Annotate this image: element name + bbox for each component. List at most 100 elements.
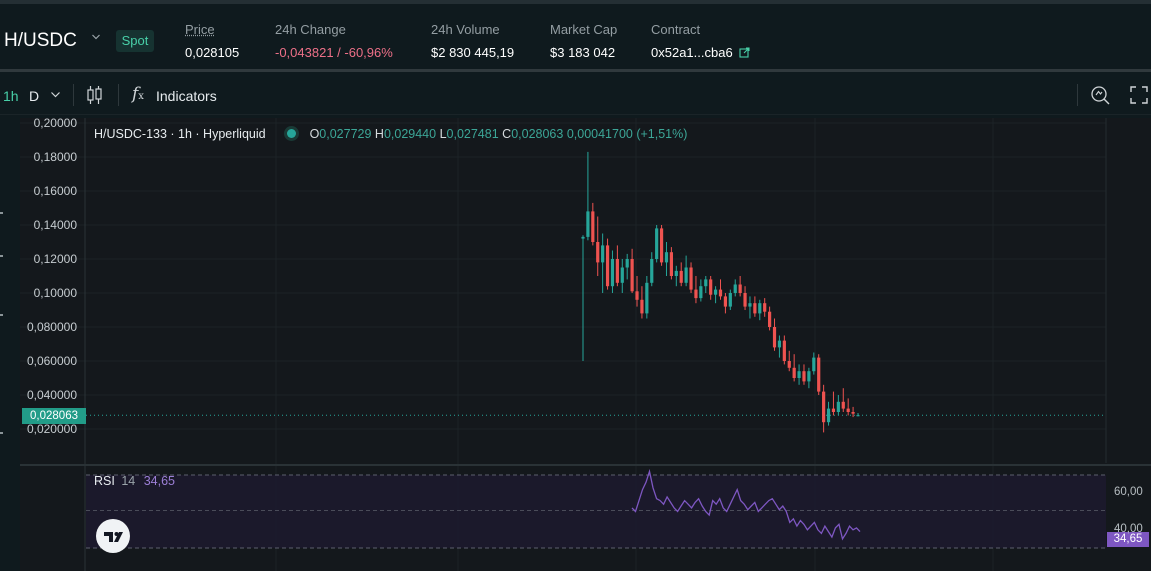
fullscreen-icon[interactable] [1130,86,1148,104]
candle-body [758,303,762,314]
market-header: H/USDC Spot Price 0,028105 24h Change -0… [0,0,1151,72]
candle-body [650,259,654,283]
range-d-button[interactable]: D [29,88,40,104]
stat-value: -0,043821 / -60,96% [275,45,393,60]
low-value: 0,027481 [446,127,499,141]
change-value: 0,00041700 (+1,51%) [566,127,688,141]
candle-body [581,236,585,239]
y-tick-label: 0,080000 [27,320,77,334]
tradingview-logo[interactable] [96,519,130,553]
rsi-current-label: 34,65 [1107,532,1149,547]
rsi-label[interactable]: RSI [94,474,115,488]
candle-body [704,279,708,287]
y-tick-label: 0,14000 [34,218,78,232]
candle-body [694,289,698,299]
candle-body [620,267,624,283]
candle-body [625,259,629,268]
candle-body [792,367,796,378]
candle-body [709,279,713,295]
candle-body [738,284,742,293]
current-price-label: 0,028063 [22,408,86,424]
candle-body [748,303,752,307]
candle-body [768,311,772,327]
close-value: 0,028063 [511,127,564,141]
candle-body [733,284,737,293]
candle-body [610,259,615,287]
candle-body [586,211,590,237]
y-tick-label: 0,10000 [34,286,78,300]
open-value: 0,027729 [319,127,372,141]
contract-address[interactable]: 0x52a1...cba6 [651,45,733,60]
toolbar-divider [118,84,119,106]
high-value: 0,029440 [383,127,437,141]
y-tick-label: 0,20000 [34,118,78,130]
candle-body [669,252,673,276]
market-status-dot [287,129,297,138]
external-link-icon[interactable] [739,47,750,58]
y-tick-label: 0,060000 [27,354,77,368]
candle-body [630,259,634,292]
rsi-legend: RSI 14 34,65 [94,474,175,488]
candle-body [635,291,639,300]
stat-24h-volume: 24h Volume $2 830 445,19 [431,22,514,60]
candle-body [812,357,816,372]
candle-body [772,327,777,348]
candle-body [684,267,688,283]
candle-body [605,245,610,287]
candle-body [689,267,693,290]
candlestick-type-icon[interactable] [86,85,103,105]
candle-body [659,228,664,263]
y-tick-label: 0,040000 [27,388,77,402]
candle-body [836,401,840,412]
pair-selector[interactable]: H/USDC [4,30,77,51]
candle-body [699,286,703,299]
candle-body [782,340,786,361]
candle-body [655,228,659,259]
candle-body [817,357,821,392]
candle-body [787,361,791,368]
rsi-level-40-label: 40,00 [1114,523,1143,535]
close-label: C [502,127,512,141]
stat-value: 0,028105 [185,45,240,60]
candle-body [846,408,850,412]
rsi-line [631,468,861,541]
price-chart[interactable]: 0,20000 0,18000 0,16000 0,14000 0,12000 0,100… [20,118,1151,571]
candle-body [713,289,718,295]
y-tick-label: 0,16000 [34,184,78,198]
toolbar-divider [73,84,74,106]
rsi-level-60-label: 60,00 [1114,486,1143,498]
candle-body [679,270,683,283]
fx-icon: fx [132,84,144,104]
y-tick-label: 0,020000 [27,422,77,436]
stat-label: 24h Change [275,22,346,37]
interval-1h-button[interactable]: 1h [3,88,19,104]
candle-body [831,408,836,412]
chevron-down-icon[interactable] [51,92,60,98]
candle-body [826,408,831,423]
ohlc-legend: H/USDC-133 · 1h · Hyperliquid O0,027729 … [94,127,687,141]
candle-body [807,371,811,382]
candle-body [753,303,757,314]
tradingview-logo-icon [104,532,123,542]
drawing-tools-strip[interactable] [0,118,21,571]
toolbar-divider [1077,84,1078,106]
stat-label: Price [185,22,215,37]
symbol-title[interactable]: H/USDC-133 · 1h · Hyperliquid [94,127,266,141]
open-label: O [309,127,320,141]
chevron-down-icon[interactable] [92,33,100,41]
y-tick-label: 0,18000 [34,150,78,164]
stat-price: Price 0,028105 [185,22,239,60]
candle-body [674,270,678,276]
candle-body [615,259,619,283]
rsi-period: 14 [121,474,136,488]
market-type-badge: Spot [116,30,154,52]
rsi-value: 34,65 [143,474,175,488]
stat-value: 0x52a1...cba6 [651,45,750,60]
stat-market-cap: Market Cap $3 183 042 [550,22,617,60]
stat-contract: Contract 0x52a1...cba6 [651,22,750,60]
stat-label: Contract [651,22,701,37]
candle-body [802,371,806,382]
candle-body [851,412,855,414]
chart-settings-icon[interactable] [1090,85,1110,105]
stat-label: 24h Volume [431,22,500,37]
